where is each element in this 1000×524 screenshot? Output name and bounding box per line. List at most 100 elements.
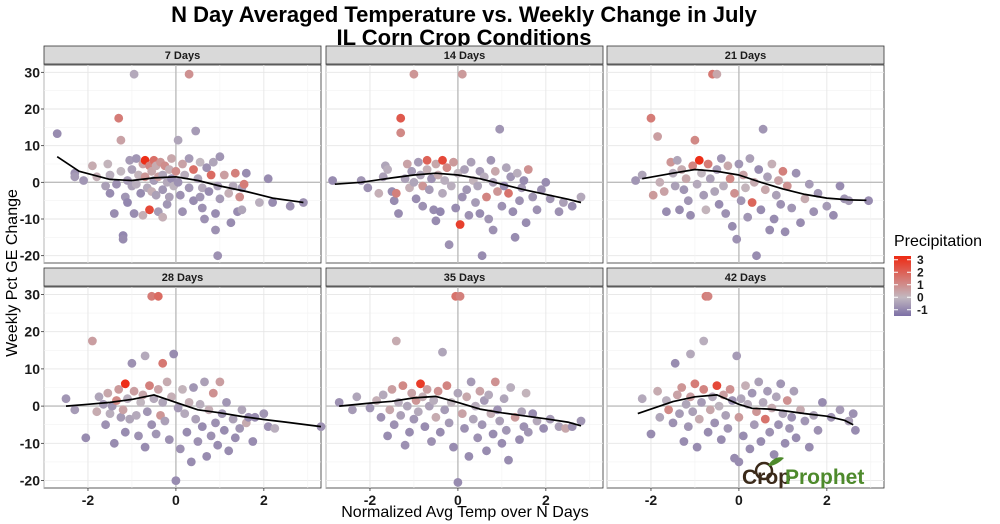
data-point <box>129 69 139 79</box>
data-point <box>211 418 220 428</box>
data-point <box>734 412 744 422</box>
data-point <box>429 205 439 215</box>
data-point <box>230 168 240 178</box>
data-point <box>723 161 733 171</box>
facet-panel: 35 Days -2 0 2 <box>325 267 604 508</box>
data-point <box>745 154 755 163</box>
data-point <box>259 409 269 418</box>
data-point <box>754 377 764 387</box>
data-point <box>504 188 513 198</box>
data-point <box>754 165 764 174</box>
data-point <box>138 210 148 220</box>
data-point <box>484 214 494 224</box>
data-point <box>506 383 516 392</box>
x-tick-label: 0 <box>172 492 180 508</box>
data-point <box>646 113 656 123</box>
data-point <box>537 185 546 195</box>
data-point <box>473 181 483 191</box>
data-point <box>140 351 150 361</box>
data-point <box>449 157 458 167</box>
data-point <box>348 405 357 415</box>
data-point <box>835 405 845 415</box>
data-point <box>714 401 724 411</box>
data-point <box>760 414 770 424</box>
data-point <box>697 398 706 407</box>
data-point <box>134 170 143 180</box>
data-point <box>765 225 775 235</box>
data-point <box>734 457 744 467</box>
data-point <box>455 220 465 229</box>
y-tick-label: 20 <box>24 101 40 117</box>
data-point <box>200 214 209 224</box>
facet-strip <box>606 45 885 65</box>
data-point <box>835 181 845 191</box>
data-point <box>391 336 401 346</box>
data-point <box>158 185 168 195</box>
smooth-trend-line <box>56 155 304 204</box>
data-point <box>864 196 873 206</box>
data-point <box>710 187 720 196</box>
data-point <box>745 444 755 454</box>
data-point <box>429 396 439 405</box>
data-point <box>672 390 682 400</box>
data-point <box>145 381 154 390</box>
data-point <box>204 187 214 196</box>
data-point <box>442 163 452 173</box>
smooth-trend-line <box>334 172 582 204</box>
x-tick-label: 0 <box>735 492 743 508</box>
data-point <box>438 188 447 198</box>
data-point <box>752 251 761 261</box>
data-point <box>112 396 121 405</box>
data-point <box>213 440 223 450</box>
leaf-icon <box>768 457 784 466</box>
data-point <box>767 159 777 169</box>
data-point <box>809 207 819 217</box>
data-point <box>688 161 698 171</box>
data-point <box>363 183 373 193</box>
data-point <box>776 379 786 389</box>
data-point <box>140 442 150 452</box>
data-point <box>653 132 662 141</box>
data-point <box>453 478 463 487</box>
data-point <box>409 69 419 79</box>
data-point <box>466 377 476 387</box>
data-point <box>771 392 781 402</box>
data-point <box>486 155 496 165</box>
data-point <box>758 124 768 134</box>
x-tick-label: 2 <box>260 492 268 508</box>
data-point <box>442 381 452 390</box>
data-point <box>444 240 454 250</box>
data-point <box>686 210 695 220</box>
data-point <box>123 394 132 404</box>
data-point <box>499 394 509 404</box>
data-point <box>506 172 516 182</box>
data-point <box>694 155 704 165</box>
data-point <box>655 412 665 422</box>
data-point <box>495 416 505 426</box>
data-point <box>94 392 104 402</box>
data-point <box>703 427 713 437</box>
data-point <box>222 398 231 407</box>
smooth-trend-line <box>642 168 867 202</box>
data-point <box>431 216 441 226</box>
data-point <box>418 181 428 191</box>
data-point <box>523 165 533 174</box>
data-point <box>668 418 678 428</box>
data-point <box>796 218 805 228</box>
data-point <box>409 414 419 424</box>
data-point <box>484 390 494 400</box>
facet-strip-label: 7 Days <box>165 50 200 62</box>
data-point <box>490 166 500 176</box>
data-point <box>215 194 225 204</box>
data-point <box>567 201 577 211</box>
data-point <box>829 210 838 220</box>
data-point <box>167 154 176 163</box>
data-point <box>255 198 264 207</box>
legend-tick-label: 0 <box>917 290 924 304</box>
data-point <box>576 416 586 426</box>
data-point <box>385 405 395 415</box>
data-point <box>732 351 742 361</box>
data-point <box>208 157 218 167</box>
